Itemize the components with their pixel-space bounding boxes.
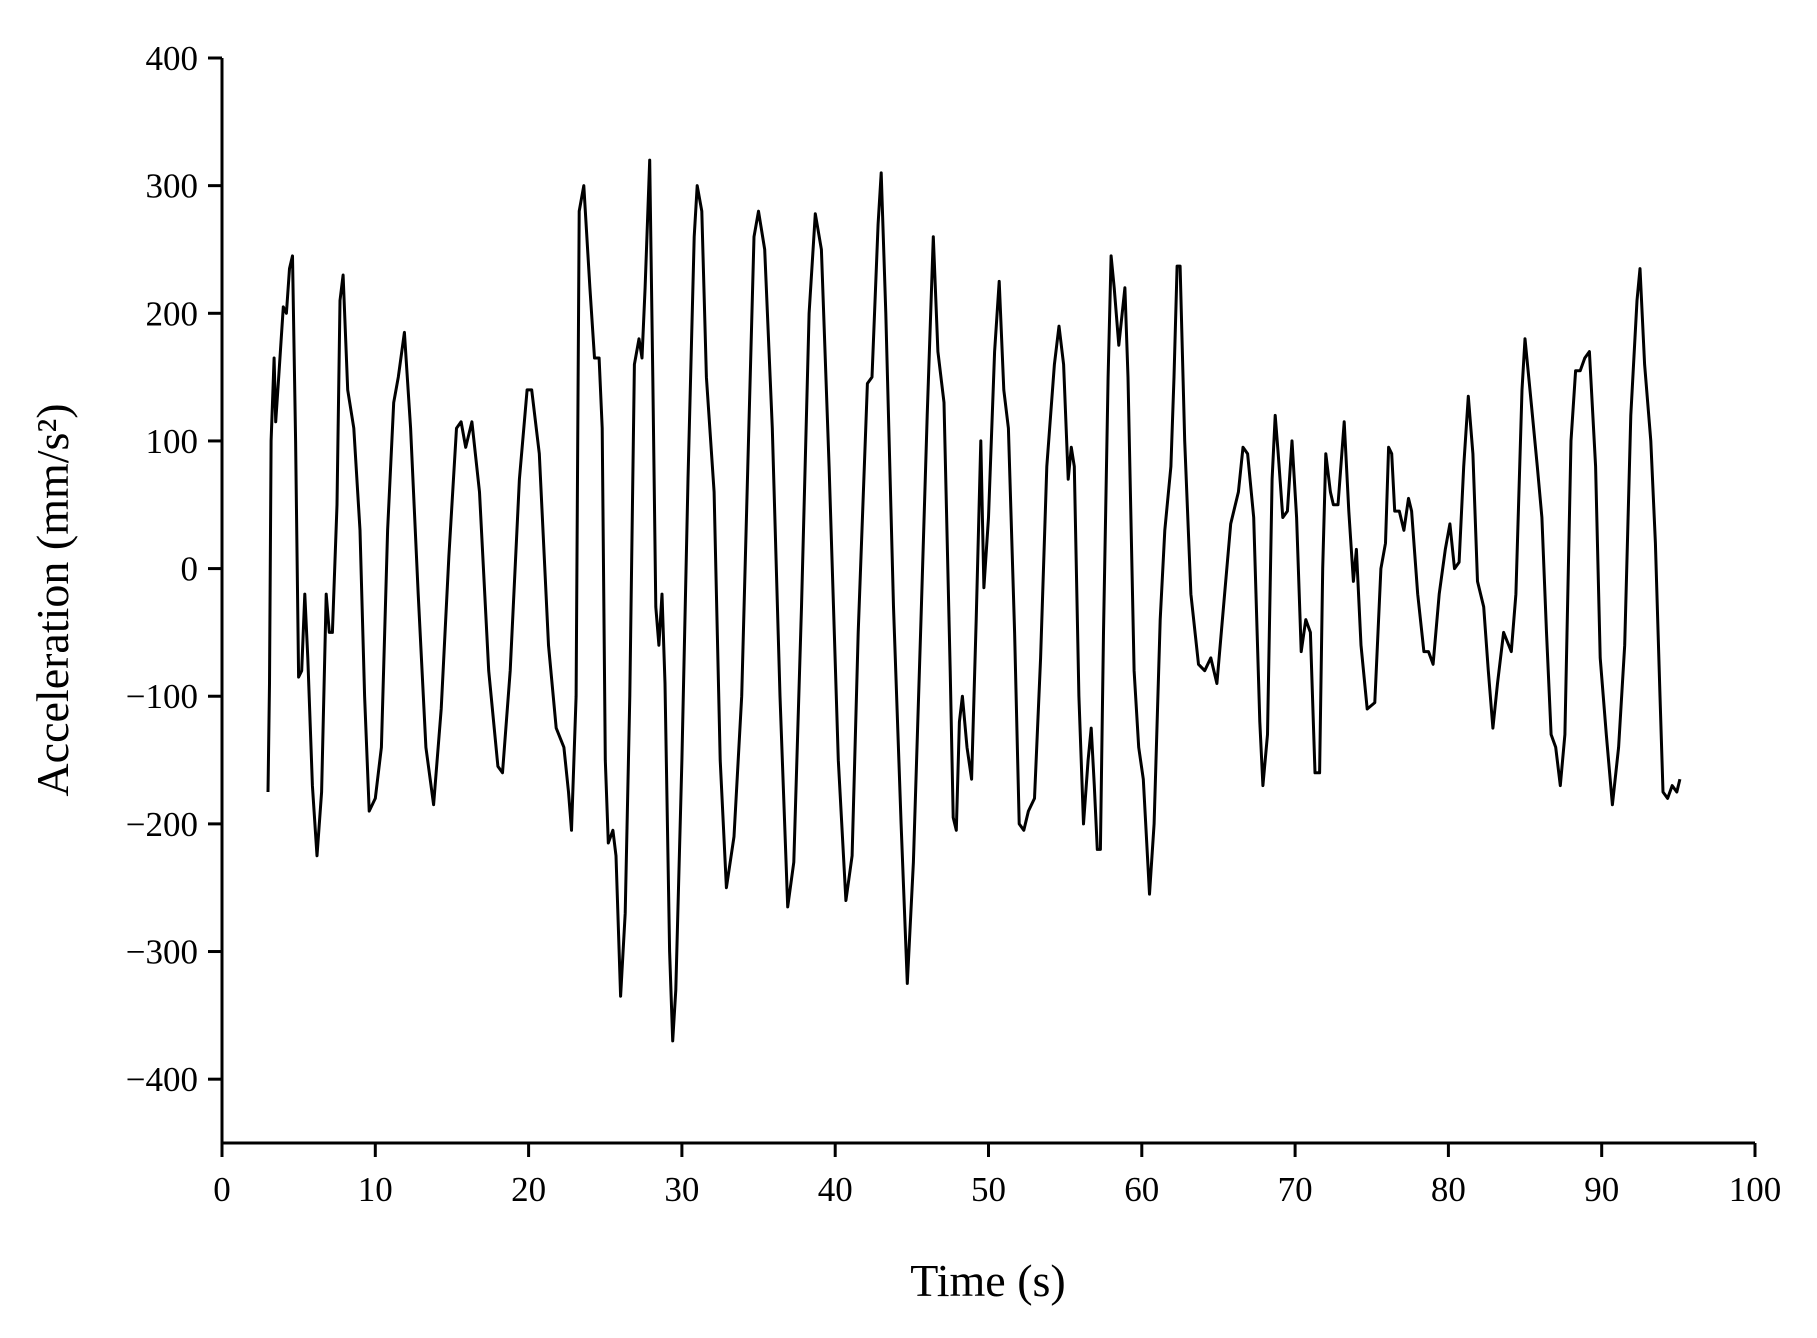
x-tick-label: 50 <box>971 1170 1006 1209</box>
y-tick-label: 200 <box>146 294 199 333</box>
y-tick-label: 100 <box>146 422 199 461</box>
x-tick-label: 60 <box>1124 1170 1159 1209</box>
data-line <box>266 158 1682 1043</box>
x-tick-label: 0 <box>213 1170 231 1209</box>
y-tick-label: 300 <box>146 167 199 206</box>
x-axis-title: Time (s) <box>910 1255 1066 1306</box>
x-tick-label: 40 <box>818 1170 853 1209</box>
x-tick-label: 10 <box>358 1170 393 1209</box>
y-tick-label: −200 <box>126 805 198 844</box>
x-tick-label: 90 <box>1584 1170 1619 1209</box>
y-axis-title: Acceleration (mm/s²) <box>27 403 78 796</box>
x-tick-label: 70 <box>1278 1170 1313 1209</box>
y-tick-label: 400 <box>146 39 199 78</box>
x-tick-label: 80 <box>1431 1170 1466 1209</box>
x-tick-label: 30 <box>664 1170 699 1209</box>
y-tick-label: −100 <box>126 677 198 716</box>
y-tick-label: −300 <box>126 933 198 972</box>
y-tick-label: −400 <box>126 1060 198 1099</box>
y-tick-label: 0 <box>181 550 199 589</box>
x-tick-label: 100 <box>1729 1170 1782 1209</box>
x-tick-label: 20 <box>511 1170 546 1209</box>
